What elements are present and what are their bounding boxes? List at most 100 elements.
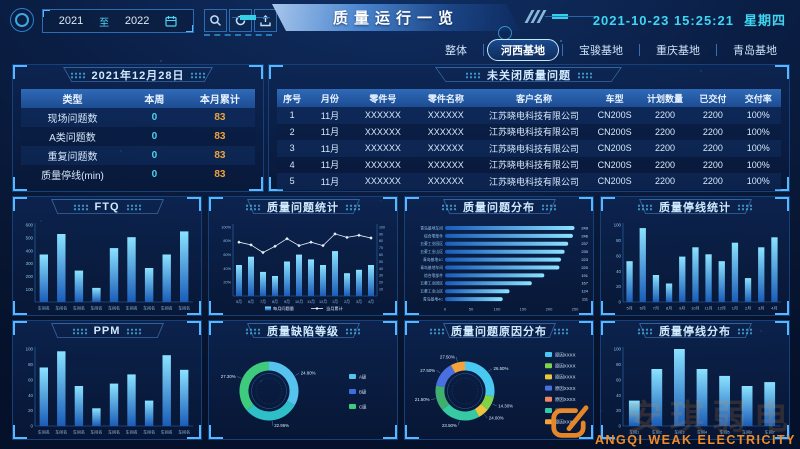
table-row[interactable]: 1 11月 XXXXXX XXXXXX 江苏晓电科技有限公司 CN200S 2200 2200… xyxy=(277,107,781,124)
svg-text:111: 111 xyxy=(582,297,589,302)
svg-text:1月: 1月 xyxy=(332,299,338,304)
svg-text:车间2: 车间2 xyxy=(652,429,663,435)
dots-decoration xyxy=(577,71,593,79)
svg-text:10: 10 xyxy=(379,288,383,292)
dots-decoration xyxy=(441,203,457,211)
table-cell: 江苏晓电科技有限公司 xyxy=(489,143,580,154)
svg-text:车间名: 车间名 xyxy=(38,305,50,311)
year-from[interactable]: 2021 xyxy=(58,15,84,27)
tab-divider xyxy=(716,44,717,56)
svg-text:26.50%: 26.50% xyxy=(494,366,509,371)
issue-stats-chart: 20% 40% 60% 80% 100% 10 20 30 40 50 60 70 80 90 100 5月 6… xyxy=(213,219,393,313)
chart-panel-issue-stats: 质量问题统计 20% 40% 60% 80% 100% 10 20 30 40 50 60 70 80 9… xyxy=(208,196,398,316)
table-row[interactable]: 现场问题数 0 83 xyxy=(21,108,255,127)
chart-panel-defect-level: 质量缺陷等级 24.80% 22.95% 27.30% A级 B级 C级 xyxy=(208,320,398,440)
chart-title: FTQ xyxy=(94,201,120,213)
tab-青岛基地[interactable]: 青岛基地 xyxy=(733,45,777,57)
svg-text:40: 40 xyxy=(379,267,383,271)
table-cell: 2200 xyxy=(655,176,676,187)
dots-decoration xyxy=(69,71,86,79)
export-icon xyxy=(259,14,272,27)
tab-河西基地[interactable]: 河西基地 xyxy=(487,39,559,61)
table-cell: 2200 xyxy=(702,126,723,137)
svg-text:167: 167 xyxy=(581,281,588,286)
svg-text:7月: 7月 xyxy=(653,306,659,311)
panel-title-bar: 未关闭质量问题 xyxy=(269,65,789,85)
issue-dist-chart: 青岛基地车间 249 综合零部件 246 五菱工业园区 237 五菱工业山区 230 青岛基地4… xyxy=(409,219,589,313)
svg-text:12月: 12月 xyxy=(717,306,725,311)
datetime-value: 2021-10-23 15:25:21 xyxy=(592,13,734,28)
datetime-display: 2021-10-23 15:25:21 星期四 xyxy=(593,10,786,29)
defect-level-chart: 24.80% 22.95% 27.30% A级 B级 C级 xyxy=(213,343,393,437)
svg-text:250: 250 xyxy=(572,307,579,312)
table-row[interactable]: 2 11月 XXXXXX XXXXXX 江苏晓电科技有限公司 CN200S 2200 2200… xyxy=(277,123,781,140)
svg-text:8月: 8月 xyxy=(666,306,672,311)
tab-整体[interactable]: 整体 xyxy=(445,45,467,57)
tab-重庆基地[interactable]: 重庆基地 xyxy=(656,45,700,57)
search-button[interactable] xyxy=(204,9,227,32)
svg-text:车间名: 车间名 xyxy=(90,305,102,311)
table-row[interactable]: A类问题数 0 83 xyxy=(21,127,255,146)
dots-decoration xyxy=(190,71,207,79)
table-cell: CN200S xyxy=(597,159,632,170)
date-range-picker[interactable]: 2021 至 2022 xyxy=(42,9,194,33)
svg-text:车间名: 车间名 xyxy=(38,429,50,435)
svg-text:五菱工业园区: 五菱工业园区 xyxy=(420,241,443,246)
table-cell: 83 xyxy=(214,169,226,180)
table-cell: 83 xyxy=(214,112,226,123)
table-cell: 现场问题数 xyxy=(47,114,98,125)
table-cell: 重复问题数 xyxy=(47,152,98,163)
table-cell: 2200 xyxy=(702,110,723,121)
table-cell: 100% xyxy=(746,159,770,170)
svg-text:200: 200 xyxy=(26,274,34,279)
stop-dist-chart: 0 20 40 60 80 100 车间1 车间2 车间3 车间4 车间5 车间6 车间7 xyxy=(605,343,785,437)
tabs: 整体 河西基地 宝骏基地 重庆基地 青岛基地 xyxy=(432,39,790,61)
svg-text:80: 80 xyxy=(616,238,621,243)
svg-text:191: 191 xyxy=(581,273,588,278)
svg-text:150: 150 xyxy=(520,307,527,312)
svg-text:10月: 10月 xyxy=(295,299,303,304)
daily-table: 类型 本周 本月累计 现场问题数 0 83 A类问题数 0 83 重复问题数 0 83 质量停线(min… xyxy=(21,89,255,184)
column-header: 车型 xyxy=(605,93,624,104)
table-header-row: 类型 本周 本月累计 xyxy=(21,89,255,108)
slash-decoration xyxy=(524,10,547,23)
tab-divider xyxy=(562,44,563,56)
calendar-icon[interactable] xyxy=(165,15,177,27)
chart-panel-issue-dist: 质量问题分布 青岛基地车间 249 综合零部件 246 五菱工业园区 237 五菱工业山区 2… xyxy=(404,196,594,316)
issues-panel-title: 未关闭质量问题 xyxy=(487,70,571,82)
refresh-button[interactable] xyxy=(229,9,252,32)
column-header: 已交付 xyxy=(699,93,727,104)
export-button[interactable] xyxy=(254,9,277,32)
svg-text:青岛基地车间: 青岛基地车间 xyxy=(420,265,443,270)
table-row[interactable]: 重复问题数 0 83 xyxy=(21,146,255,165)
table-cell: CN200S xyxy=(597,176,632,187)
stop-stats-chart: 0 20 40 60 80 100 5月 6月 7月 8月 9月 10月 11月 12月 1月 2月 3月 4月 xyxy=(605,219,785,313)
table-cell: CN200S xyxy=(597,143,632,154)
table-cell: XXXXXX xyxy=(427,126,464,137)
table-row[interactable]: 4 11月 XXXXXX XXXXXX 江苏晓电科技有限公司 CN200S 2200 2200… xyxy=(277,156,781,173)
svg-text:40: 40 xyxy=(28,393,33,398)
svg-text:3月: 3月 xyxy=(356,299,362,304)
svg-text:车间名: 车间名 xyxy=(161,305,173,311)
svg-text:300: 300 xyxy=(26,261,34,266)
table-cell: 5 xyxy=(289,176,295,187)
chart-panel-ppm: PPM 0 20 40 60 80 100 车间名 车间名 车间名 车间名 车间名 车间名 车间名 车间名… xyxy=(12,320,202,440)
table-row[interactable]: 5 11月 XXXXXX XXXXXX 江苏晓电科技有限公司 CN200S 2200 2200… xyxy=(277,173,781,190)
search-icon xyxy=(209,14,222,27)
tab-宝骏基地[interactable]: 宝骏基地 xyxy=(579,45,623,57)
svg-text:A级: A级 xyxy=(359,373,367,380)
year-to[interactable]: 2022 xyxy=(124,15,150,27)
column-header: 零件号 xyxy=(369,93,397,104)
table-cell: 100% xyxy=(746,110,770,121)
svg-text:7月: 7月 xyxy=(260,299,266,304)
tab-divider xyxy=(639,44,640,56)
table-row[interactable]: 质量停线(min) 0 83 xyxy=(21,165,255,184)
table-cell: 100% xyxy=(746,126,770,137)
svg-text:400: 400 xyxy=(26,248,34,253)
svg-text:10月: 10月 xyxy=(691,306,699,311)
table-row[interactable]: 3 11月 XXXXXX XXXXXX 江苏晓电科技有限公司 CN200S 2200 2200… xyxy=(277,140,781,157)
table-cell: XXXXXX xyxy=(427,110,464,121)
chart-issue-dist-svg: 青岛基地车间 249 综合零部件 246 五菱工业园区 237 五菱工业山区 230 青岛基地4… xyxy=(420,225,589,312)
svg-text:60: 60 xyxy=(379,253,383,257)
svg-text:5月: 5月 xyxy=(626,306,632,311)
